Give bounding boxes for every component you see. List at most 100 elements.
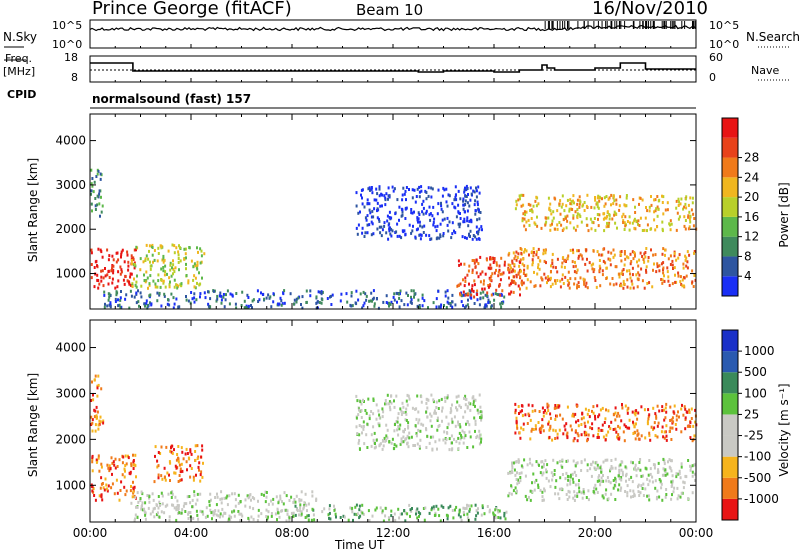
power-cell	[685, 206, 688, 210]
power-cell	[567, 254, 570, 258]
power-cell	[624, 215, 627, 219]
power-cell	[385, 301, 388, 304]
velocity-cell	[373, 431, 376, 435]
velocity-cell	[170, 491, 173, 495]
velocity-cell	[431, 448, 434, 452]
power-cell	[402, 186, 405, 190]
velocity-cell	[94, 423, 97, 427]
velocity-cell	[661, 473, 664, 477]
power-cell	[410, 295, 412, 299]
power-cell	[605, 277, 608, 280]
velocity-cell	[650, 425, 653, 429]
power-cell	[212, 289, 215, 293]
velocity-cell	[665, 434, 668, 438]
velocity-cell	[632, 489, 635, 493]
velocity-cell	[215, 513, 218, 517]
power-cell	[679, 280, 682, 284]
velocity-cell	[177, 508, 180, 511]
velocity-cell	[432, 398, 435, 402]
velocity-cell	[632, 422, 635, 426]
velocity-cell	[543, 462, 545, 466]
velocity-cell	[157, 476, 160, 480]
power-cell	[418, 233, 421, 237]
velocity-cell	[365, 433, 368, 437]
power-cell	[481, 287, 484, 291]
power-cell	[511, 261, 514, 265]
velocity-cell	[620, 486, 623, 490]
power-cell	[398, 292, 401, 296]
velocity-cell	[384, 514, 387, 518]
velocity-cell	[672, 410, 675, 414]
power-cell	[526, 264, 529, 268]
power-cell	[398, 296, 401, 300]
power-cell	[500, 292, 503, 296]
velocity-cell	[692, 424, 695, 428]
power-cell	[598, 269, 601, 273]
velocity-cell	[391, 437, 394, 441]
power-cell	[684, 258, 687, 262]
velocity-cell	[676, 497, 679, 501]
velocity-cell	[370, 433, 373, 437]
power-cell	[533, 284, 536, 288]
power-cell	[586, 286, 589, 290]
power-cell	[430, 237, 433, 241]
velocity-cell	[468, 507, 471, 511]
power-cell	[112, 264, 115, 268]
power-cell	[622, 282, 625, 286]
power-cell	[469, 290, 472, 294]
velocity-cell	[139, 498, 142, 502]
velocity-cell	[396, 416, 399, 420]
velocity-cell	[514, 411, 517, 415]
power-cell	[580, 254, 583, 258]
power-cell	[417, 227, 419, 231]
velocity-cell	[630, 495, 632, 499]
velocity-cell	[481, 410, 483, 414]
velocity-cell	[635, 409, 638, 413]
velocity-cell	[563, 424, 566, 428]
power-cell	[445, 200, 448, 204]
velocity-cell	[170, 446, 172, 450]
velocity-cell	[659, 479, 662, 483]
power-cell	[373, 304, 376, 308]
velocity-cell	[577, 434, 580, 438]
power-cell	[508, 268, 511, 272]
velocity-cell	[375, 403, 378, 407]
velocity-cell	[91, 485, 94, 489]
power-cell	[571, 260, 574, 264]
power-cell	[418, 190, 421, 194]
velocity-cell	[554, 485, 557, 489]
power-cell	[517, 271, 520, 275]
power-cell	[582, 277, 585, 281]
power-cell	[193, 274, 196, 278]
power-cell	[629, 272, 631, 276]
velocity-cell	[590, 463, 593, 467]
power-cell	[201, 276, 203, 280]
velocity-cell	[169, 461, 172, 465]
power-cell	[581, 257, 584, 261]
velocity-cell	[452, 516, 455, 520]
velocity-cell	[517, 458, 520, 462]
power-cell	[119, 298, 122, 302]
power-cell	[662, 195, 665, 199]
power-cell	[460, 294, 463, 298]
velocity-cell	[430, 424, 433, 428]
velocity-cell	[171, 451, 174, 455]
power-cell	[552, 210, 555, 214]
velocity-cell	[372, 438, 375, 442]
power-cell	[531, 263, 534, 267]
velocity-cell	[327, 513, 330, 517]
power-cell	[547, 216, 550, 220]
power-cell	[173, 244, 176, 248]
velocity-cell	[98, 469, 101, 473]
power-cell	[641, 255, 644, 258]
power-cell	[199, 247, 202, 251]
power-cell	[459, 222, 462, 226]
velocity-cell	[649, 438, 652, 442]
freq-tick-top: 18	[64, 51, 78, 64]
velocity-cell	[463, 436, 466, 440]
velocity-cell	[542, 498, 545, 502]
power-cell	[515, 250, 518, 254]
velocity-cell	[196, 492, 199, 496]
power-cell	[567, 283, 570, 287]
power-cell	[594, 196, 596, 199]
